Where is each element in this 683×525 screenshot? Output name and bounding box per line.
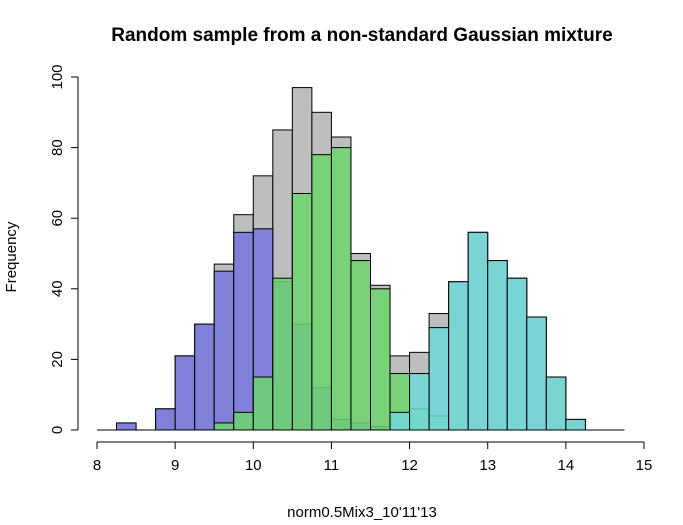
x-tick-label: 11 <box>324 457 340 474</box>
x-tick-label: 12 <box>401 457 418 474</box>
histogram-bar <box>116 422 137 431</box>
histogram-bar <box>487 260 508 431</box>
histogram-bar <box>311 154 332 431</box>
histogram-bar <box>467 231 489 431</box>
x-tick-label: 15 <box>636 457 653 474</box>
x-axis-label: norm0.5Mix3_10'11'13 <box>287 504 437 521</box>
histogram-bar <box>330 147 352 431</box>
histogram-bar <box>526 316 547 431</box>
histogram-bar <box>233 231 254 431</box>
chart-title: Random sample from a non-standard Gaussi… <box>111 25 613 46</box>
histogram-bar <box>252 376 274 431</box>
histogram-bar <box>194 323 215 431</box>
y-tick-label: 100 <box>49 64 66 89</box>
y-tick-label: 80 <box>49 139 66 156</box>
histogram-bar <box>448 281 469 431</box>
histogram-bar <box>506 277 528 431</box>
x-tick-label: 9 <box>171 457 179 474</box>
x-tick-label: 13 <box>479 457 496 474</box>
histogram-bar <box>565 418 586 431</box>
histogram-bar <box>174 355 196 431</box>
histogram-bar <box>389 411 411 431</box>
y-tick-label: 60 <box>49 210 66 227</box>
histogram-bars <box>97 87 625 431</box>
histogram-bar <box>233 411 254 431</box>
series-3-bars <box>389 231 586 431</box>
x-tick-label: 14 <box>558 457 575 474</box>
y-axis: 0 20 40 60 80 100 <box>49 64 79 434</box>
x-tick-label: 10 <box>245 457 262 474</box>
x-tick-label: 8 <box>93 457 101 474</box>
histogram-bar <box>370 288 391 431</box>
histogram-bar <box>291 192 313 431</box>
x-axis: 8 9 10 11 12 13 14 15 <box>93 441 653 474</box>
histogram-bar <box>409 373 430 431</box>
y-tick-label: 40 <box>49 280 66 297</box>
histogram-bar <box>213 422 235 431</box>
y-tick-label: 20 <box>49 351 66 368</box>
histogram-bar <box>545 376 567 431</box>
histogram-bar <box>213 270 235 431</box>
histogram-bar <box>428 327 450 431</box>
histogram-bar <box>272 277 293 431</box>
histogram-bar <box>350 260 372 431</box>
y-tick-label: 0 <box>49 426 66 434</box>
y-axis-label: Frequency <box>3 221 20 292</box>
histogram-bar <box>155 408 176 431</box>
